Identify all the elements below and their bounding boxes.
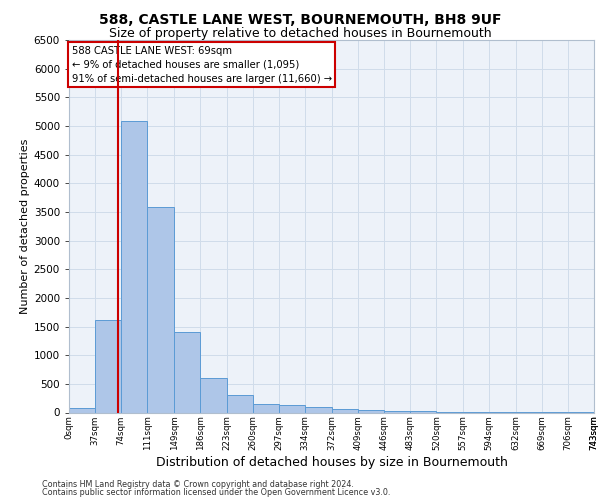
Bar [95,320,121,412]
Bar [121,122,148,412]
Y-axis label: Number of detached properties: Number of detached properties [20,138,29,314]
Text: 588 CASTLE LANE WEST: 69sqm
← 9% of detached houses are smaller (1,095)
91% of s: 588 CASTLE LANE WEST: 69sqm ← 9% of deta… [71,46,332,84]
Text: Contains public sector information licensed under the Open Government Licence v3: Contains public sector information licen… [42,488,391,497]
Text: Contains HM Land Registry data © Crown copyright and database right 2024.: Contains HM Land Registry data © Crown c… [42,480,354,489]
Bar [253,404,279,412]
Bar [227,396,253,412]
Bar [305,407,332,412]
Bar [279,405,305,412]
Bar [384,411,410,412]
Bar [358,410,384,412]
Text: Size of property relative to detached houses in Bournemouth: Size of property relative to detached ho… [109,28,491,40]
Bar [332,409,358,412]
Text: 588, CASTLE LANE WEST, BOURNEMOUTH, BH8 9UF: 588, CASTLE LANE WEST, BOURNEMOUTH, BH8 … [99,12,501,26]
X-axis label: Distribution of detached houses by size in Bournemouth: Distribution of detached houses by size … [155,456,508,468]
Bar [174,332,200,412]
Bar [148,208,174,412]
Bar [200,378,227,412]
Bar [69,408,95,412]
